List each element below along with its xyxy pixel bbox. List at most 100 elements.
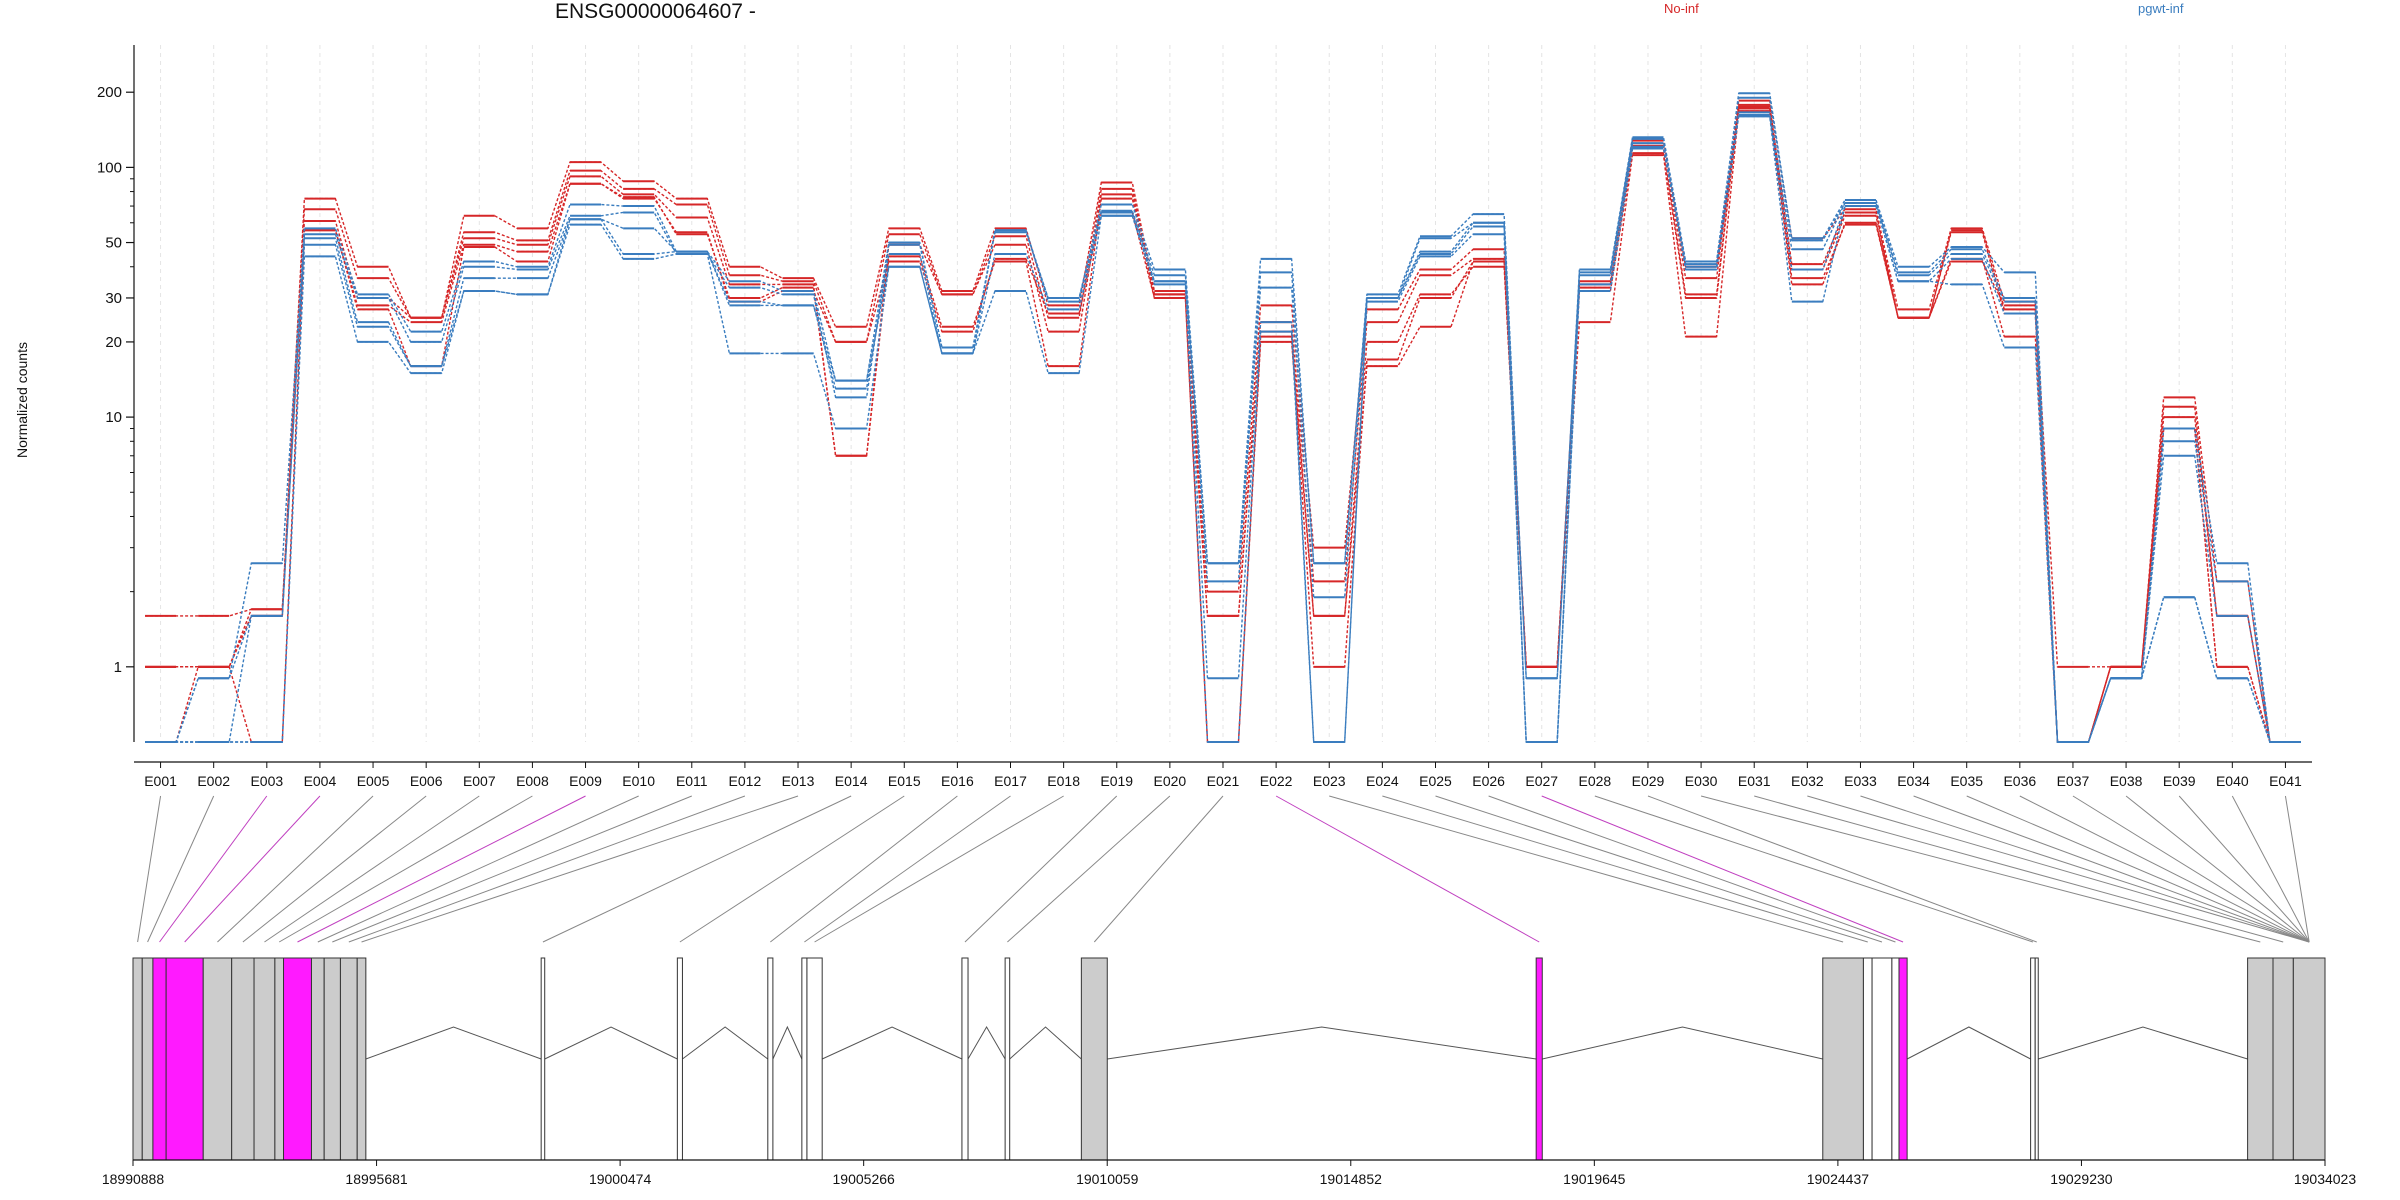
genomic-tick-label: 19029230 [2050,1171,2113,1187]
series-10 [145,115,2301,743]
x-tick-label: E040 [2216,773,2249,789]
exon-box [2030,957,2036,1161]
intron-line [1906,1026,2031,1060]
exon-connector [159,795,268,943]
y-tick-label: 50 [105,235,122,252]
exon-box [283,957,312,1161]
exon-box [2292,957,2326,1161]
exon-box [767,957,774,1161]
exon-connector [1382,795,1868,943]
series-line [145,100,2301,743]
intron-line [1107,1026,1537,1060]
x-tick-label: E032 [1791,773,1824,789]
exon-connector [1754,795,2284,943]
x-tick-label: E027 [1525,773,1558,789]
exon-connector [184,795,321,943]
exon-connector [348,795,746,943]
x-tick-label: E015 [888,773,921,789]
exon-box [165,957,204,1161]
y-tick-label: 1 [114,659,122,676]
exon-box [202,957,233,1161]
series-line [145,115,2301,743]
intron-line [967,1026,1006,1060]
legend-no-inf: No-inf [1664,1,1699,16]
intron-line [1542,1026,1823,1060]
exon-connector [1966,795,2310,943]
exon-box [961,957,969,1161]
x-tick-label: E016 [941,773,974,789]
exon-connector [804,795,1011,943]
x-tick-label: E039 [2163,773,2196,789]
genomic-tick-label: 18990888 [102,1171,165,1187]
x-tick-label: E031 [1738,773,1771,789]
exon-connector [2231,795,2310,943]
exon-connector [361,795,799,943]
exon-box [310,957,325,1161]
exon-connector [1541,795,1904,943]
exon-box [231,957,255,1161]
exon-connector [2178,795,2310,943]
y-tick-label: 30 [105,290,122,307]
x-tick-label: E004 [304,773,337,789]
x-tick-label: E020 [1154,773,1187,789]
exon-connector [2072,795,2310,943]
exon-box [141,957,154,1161]
exon-connector [2125,795,2310,943]
exon-box [356,957,367,1161]
exon-connector [264,795,480,943]
x-tick-label: E034 [1897,773,1930,789]
exon-connector [964,795,1118,943]
series-line [145,106,2301,743]
x-tick-label: E019 [1100,773,1133,789]
exon-box [323,957,341,1161]
exon-box [2034,957,2039,1161]
genomic-tick-label: 19005266 [833,1171,896,1187]
exon-connector [542,795,852,943]
x-tick-label: E010 [622,773,655,789]
exon-box [152,957,167,1161]
x-tick-label: E005 [357,773,390,789]
y-tick-label: 200 [97,84,122,101]
exon-connector [278,795,533,943]
y-tick-label: 10 [105,409,122,426]
intron-line [2038,1026,2248,1060]
series-line [145,92,2301,743]
series-7 [145,96,2301,743]
exon-connector [1093,795,1224,943]
exon-connector [2019,795,2310,943]
exon-connector [1275,795,1540,943]
exon-connector [1488,795,1896,943]
genomic-tick-label: 19034023 [2294,1171,2357,1187]
exon-connector [297,795,586,943]
intron-line [365,1026,542,1060]
exon-box [339,957,358,1161]
x-tick-label: E037 [2057,773,2090,789]
exon-box [1871,957,1893,1161]
exon-connector [217,795,374,943]
y-tick-label: 20 [105,334,122,351]
x-tick-label: E022 [1260,773,1293,789]
x-tick-label: E026 [1472,773,1505,789]
exon-connector [2284,795,2310,943]
x-tick-label: E009 [569,773,602,789]
x-tick-label: E030 [1685,773,1718,789]
series-line [145,111,2301,743]
exon-box [274,957,285,1161]
x-tick-label: E023 [1313,773,1346,789]
exon-connector [1435,795,1883,943]
x-tick-label: E035 [1950,773,1983,789]
exon-box [540,957,546,1161]
exon-connector [242,795,427,943]
exon-connector [1700,795,2261,943]
genomic-tick-label: 19000474 [589,1171,652,1187]
series-line [145,97,2301,743]
exon-box [1891,957,1900,1161]
exon-connector [1594,795,2034,943]
x-tick-label: E013 [782,773,815,789]
intron-line [772,1025,803,1060]
exon-box [1898,957,1908,1161]
exon-connector [332,795,692,943]
exon-connector [1913,795,2310,943]
genomic-tick-label: 19019645 [1563,1171,1626,1187]
